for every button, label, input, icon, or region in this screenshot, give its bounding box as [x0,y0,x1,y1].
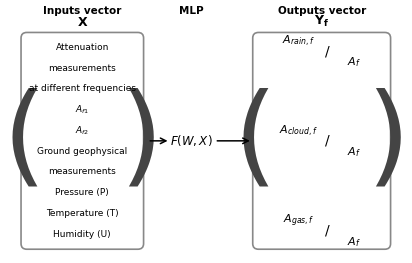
Text: Temperature (T): Temperature (T) [46,209,119,218]
Text: measurements: measurements [49,64,116,73]
Text: at different frequencies: at different frequencies [29,84,136,93]
Text: $A_f$: $A_f$ [347,235,361,249]
Text: $A_f$: $A_f$ [347,55,361,69]
Text: Humidity (U): Humidity (U) [54,230,111,239]
Text: /: / [325,44,330,58]
Text: $A_{gas,f}$: $A_{gas,f}$ [283,213,314,229]
Text: Ground geophysical: Ground geophysical [37,147,127,156]
Text: ): ) [119,87,163,194]
Text: Attenuation: Attenuation [56,43,109,52]
Text: ): ) [366,87,410,194]
Text: Outputs vector: Outputs vector [278,6,366,16]
Text: $A_f$: $A_f$ [347,145,361,159]
Text: /: / [325,134,330,148]
Text: /: / [325,224,330,237]
Text: measurements: measurements [49,168,116,176]
Text: $A_{rain,f}$: $A_{rain,f}$ [282,34,315,49]
Text: $\mathbf{X}$: $\mathbf{X}$ [77,16,88,29]
Text: $A_{cloud,f}$: $A_{cloud,f}$ [279,124,318,139]
Text: $\mathbf{Y_f}$: $\mathbf{Y_f}$ [314,14,329,29]
Text: (: ( [2,87,45,194]
Text: Pressure (P): Pressure (P) [56,188,109,197]
Text: MLP: MLP [179,6,204,16]
Text: $A_{f1}$: $A_{f1}$ [75,103,89,116]
Text: $A_{f2}$: $A_{f2}$ [75,124,89,137]
Text: (: ( [234,87,277,194]
Text: Inputs vector: Inputs vector [43,6,122,16]
Text: $F(W,X)$: $F(W,X)$ [170,133,213,148]
